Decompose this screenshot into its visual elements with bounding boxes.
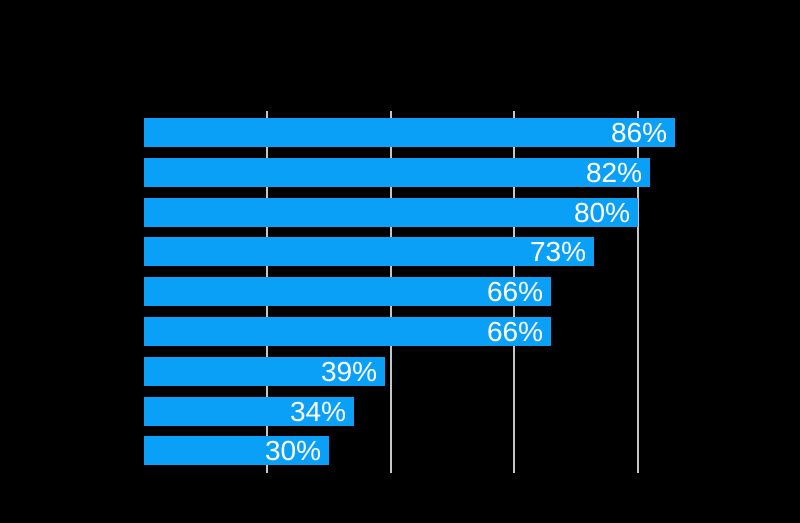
bar-row: 82% [144, 158, 650, 187]
bar-value-label: 66% [486, 316, 543, 347]
bar: 66% [144, 317, 551, 346]
bar: 30% [144, 436, 329, 465]
bar-row: 66% [144, 277, 551, 306]
bar: 73% [144, 237, 594, 266]
bar: 66% [144, 277, 551, 306]
bar-value-label: 73% [529, 236, 586, 267]
bar-value-label: 39% [320, 356, 377, 387]
bar-value-label: 80% [573, 197, 630, 228]
bar: 86% [144, 118, 675, 147]
bar-value-label: 30% [264, 435, 321, 466]
bar-value-label: 82% [585, 157, 642, 188]
bar-row: 39% [144, 357, 385, 386]
bar-row: 80% [144, 198, 638, 227]
bar-row: 66% [144, 317, 551, 346]
bar-row: 73% [144, 237, 594, 266]
bar: 39% [144, 357, 385, 386]
x-gridline [636, 111, 639, 473]
bar-value-label: 66% [486, 276, 543, 307]
bar-row: 86% [144, 118, 675, 147]
bar: 80% [144, 198, 638, 227]
bar: 82% [144, 158, 650, 187]
bar-value-label: 86% [610, 117, 667, 148]
bar: 34% [144, 397, 354, 426]
bar-value-label: 34% [289, 396, 346, 427]
bar-row: 30% [144, 436, 329, 465]
bar-row: 34% [144, 397, 354, 426]
